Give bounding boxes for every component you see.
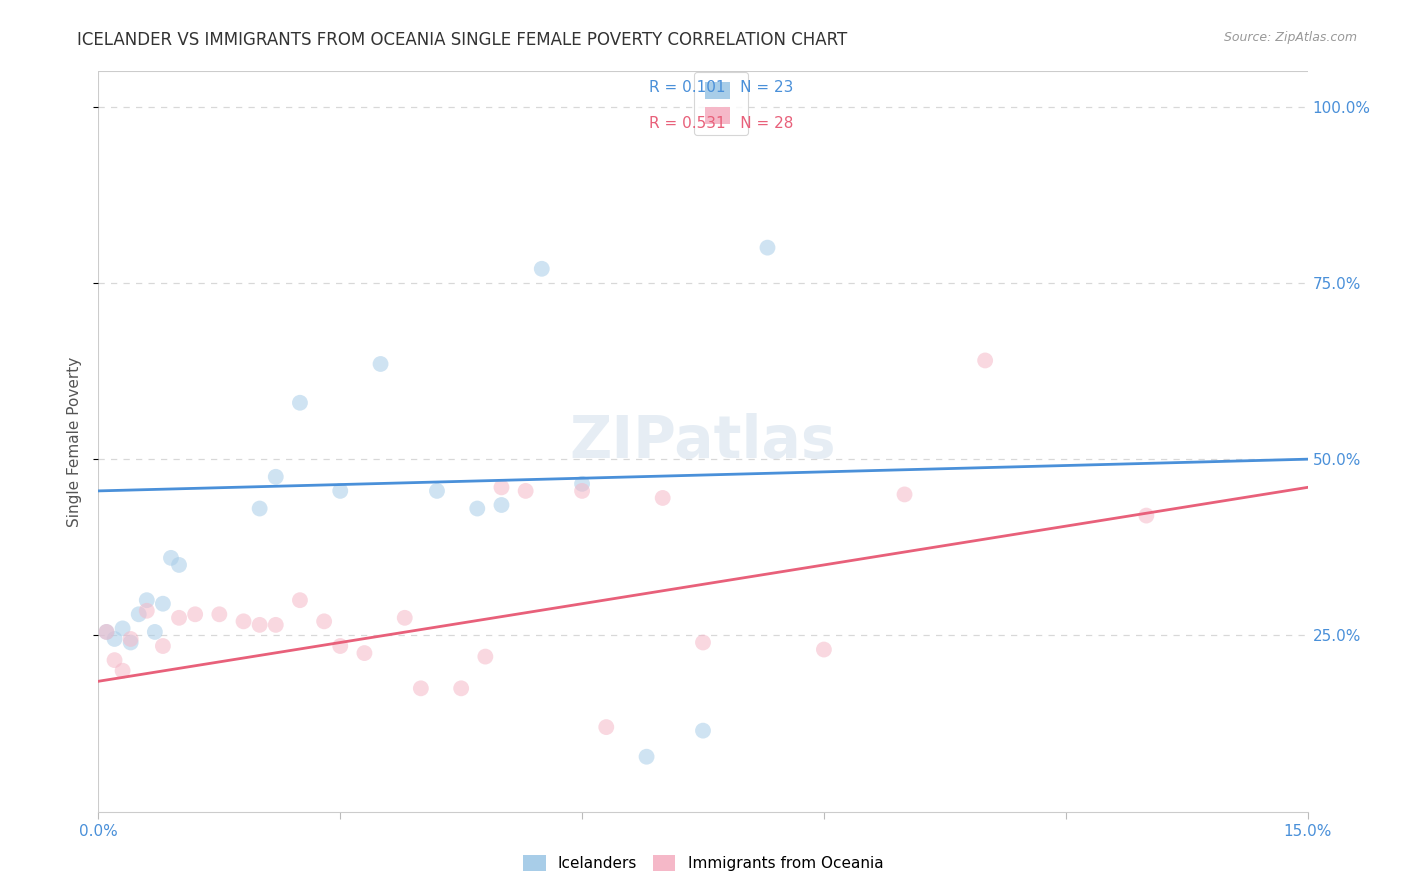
Point [249, 501, 271, 516]
Point [288, 396, 311, 410]
Point [692, 635, 714, 649]
Point [329, 639, 352, 653]
Point [571, 476, 593, 491]
Point [160, 550, 183, 565]
Point [167, 611, 190, 625]
Point [409, 681, 432, 696]
Point [515, 483, 537, 498]
Point [120, 635, 142, 649]
Text: R = 0.531   N = 28: R = 0.531 N = 28 [648, 116, 793, 131]
Point [974, 353, 997, 368]
Point [394, 611, 416, 625]
Point [692, 723, 714, 738]
Point [288, 593, 311, 607]
Point [370, 357, 392, 371]
Point [651, 491, 673, 505]
Point [530, 261, 553, 276]
Point [636, 749, 658, 764]
Point [120, 632, 142, 646]
Point [152, 639, 174, 653]
Point [103, 632, 125, 646]
Text: ICELANDER VS IMMIGRANTS FROM OCEANIA SINGLE FEMALE POVERTY CORRELATION CHART: ICELANDER VS IMMIGRANTS FROM OCEANIA SIN… [77, 31, 848, 49]
Point [491, 480, 513, 494]
Point [128, 607, 150, 622]
Point [595, 720, 617, 734]
Point [1135, 508, 1157, 523]
Point [756, 241, 779, 255]
Point [314, 615, 336, 629]
Point [232, 615, 254, 629]
Point [571, 483, 593, 498]
Text: ZIPatlas: ZIPatlas [569, 413, 837, 470]
Point [111, 664, 134, 678]
Point [135, 593, 157, 607]
Point [329, 483, 352, 498]
Point [893, 487, 915, 501]
Point [450, 681, 472, 696]
Point [813, 642, 835, 657]
Legend: Icelanders, Immigrants from Oceania: Icelanders, Immigrants from Oceania [516, 849, 890, 877]
Point [184, 607, 207, 622]
Point [208, 607, 231, 622]
Point [264, 618, 287, 632]
Point [491, 498, 513, 512]
Legend: , : , [695, 71, 748, 135]
Point [249, 618, 271, 632]
Point [143, 624, 166, 639]
Point [152, 597, 174, 611]
Point [474, 649, 496, 664]
Point [264, 470, 287, 484]
Point [96, 624, 118, 639]
Point [353, 646, 375, 660]
Text: Source: ZipAtlas.com: Source: ZipAtlas.com [1223, 31, 1357, 45]
Point [111, 621, 134, 635]
Point [465, 501, 488, 516]
Point [167, 558, 190, 572]
Point [103, 653, 125, 667]
Point [96, 624, 118, 639]
Point [426, 483, 449, 498]
Y-axis label: Single Female Poverty: Single Female Poverty [67, 357, 83, 526]
Text: R = 0.101   N = 23: R = 0.101 N = 23 [648, 80, 793, 95]
Point [135, 604, 157, 618]
